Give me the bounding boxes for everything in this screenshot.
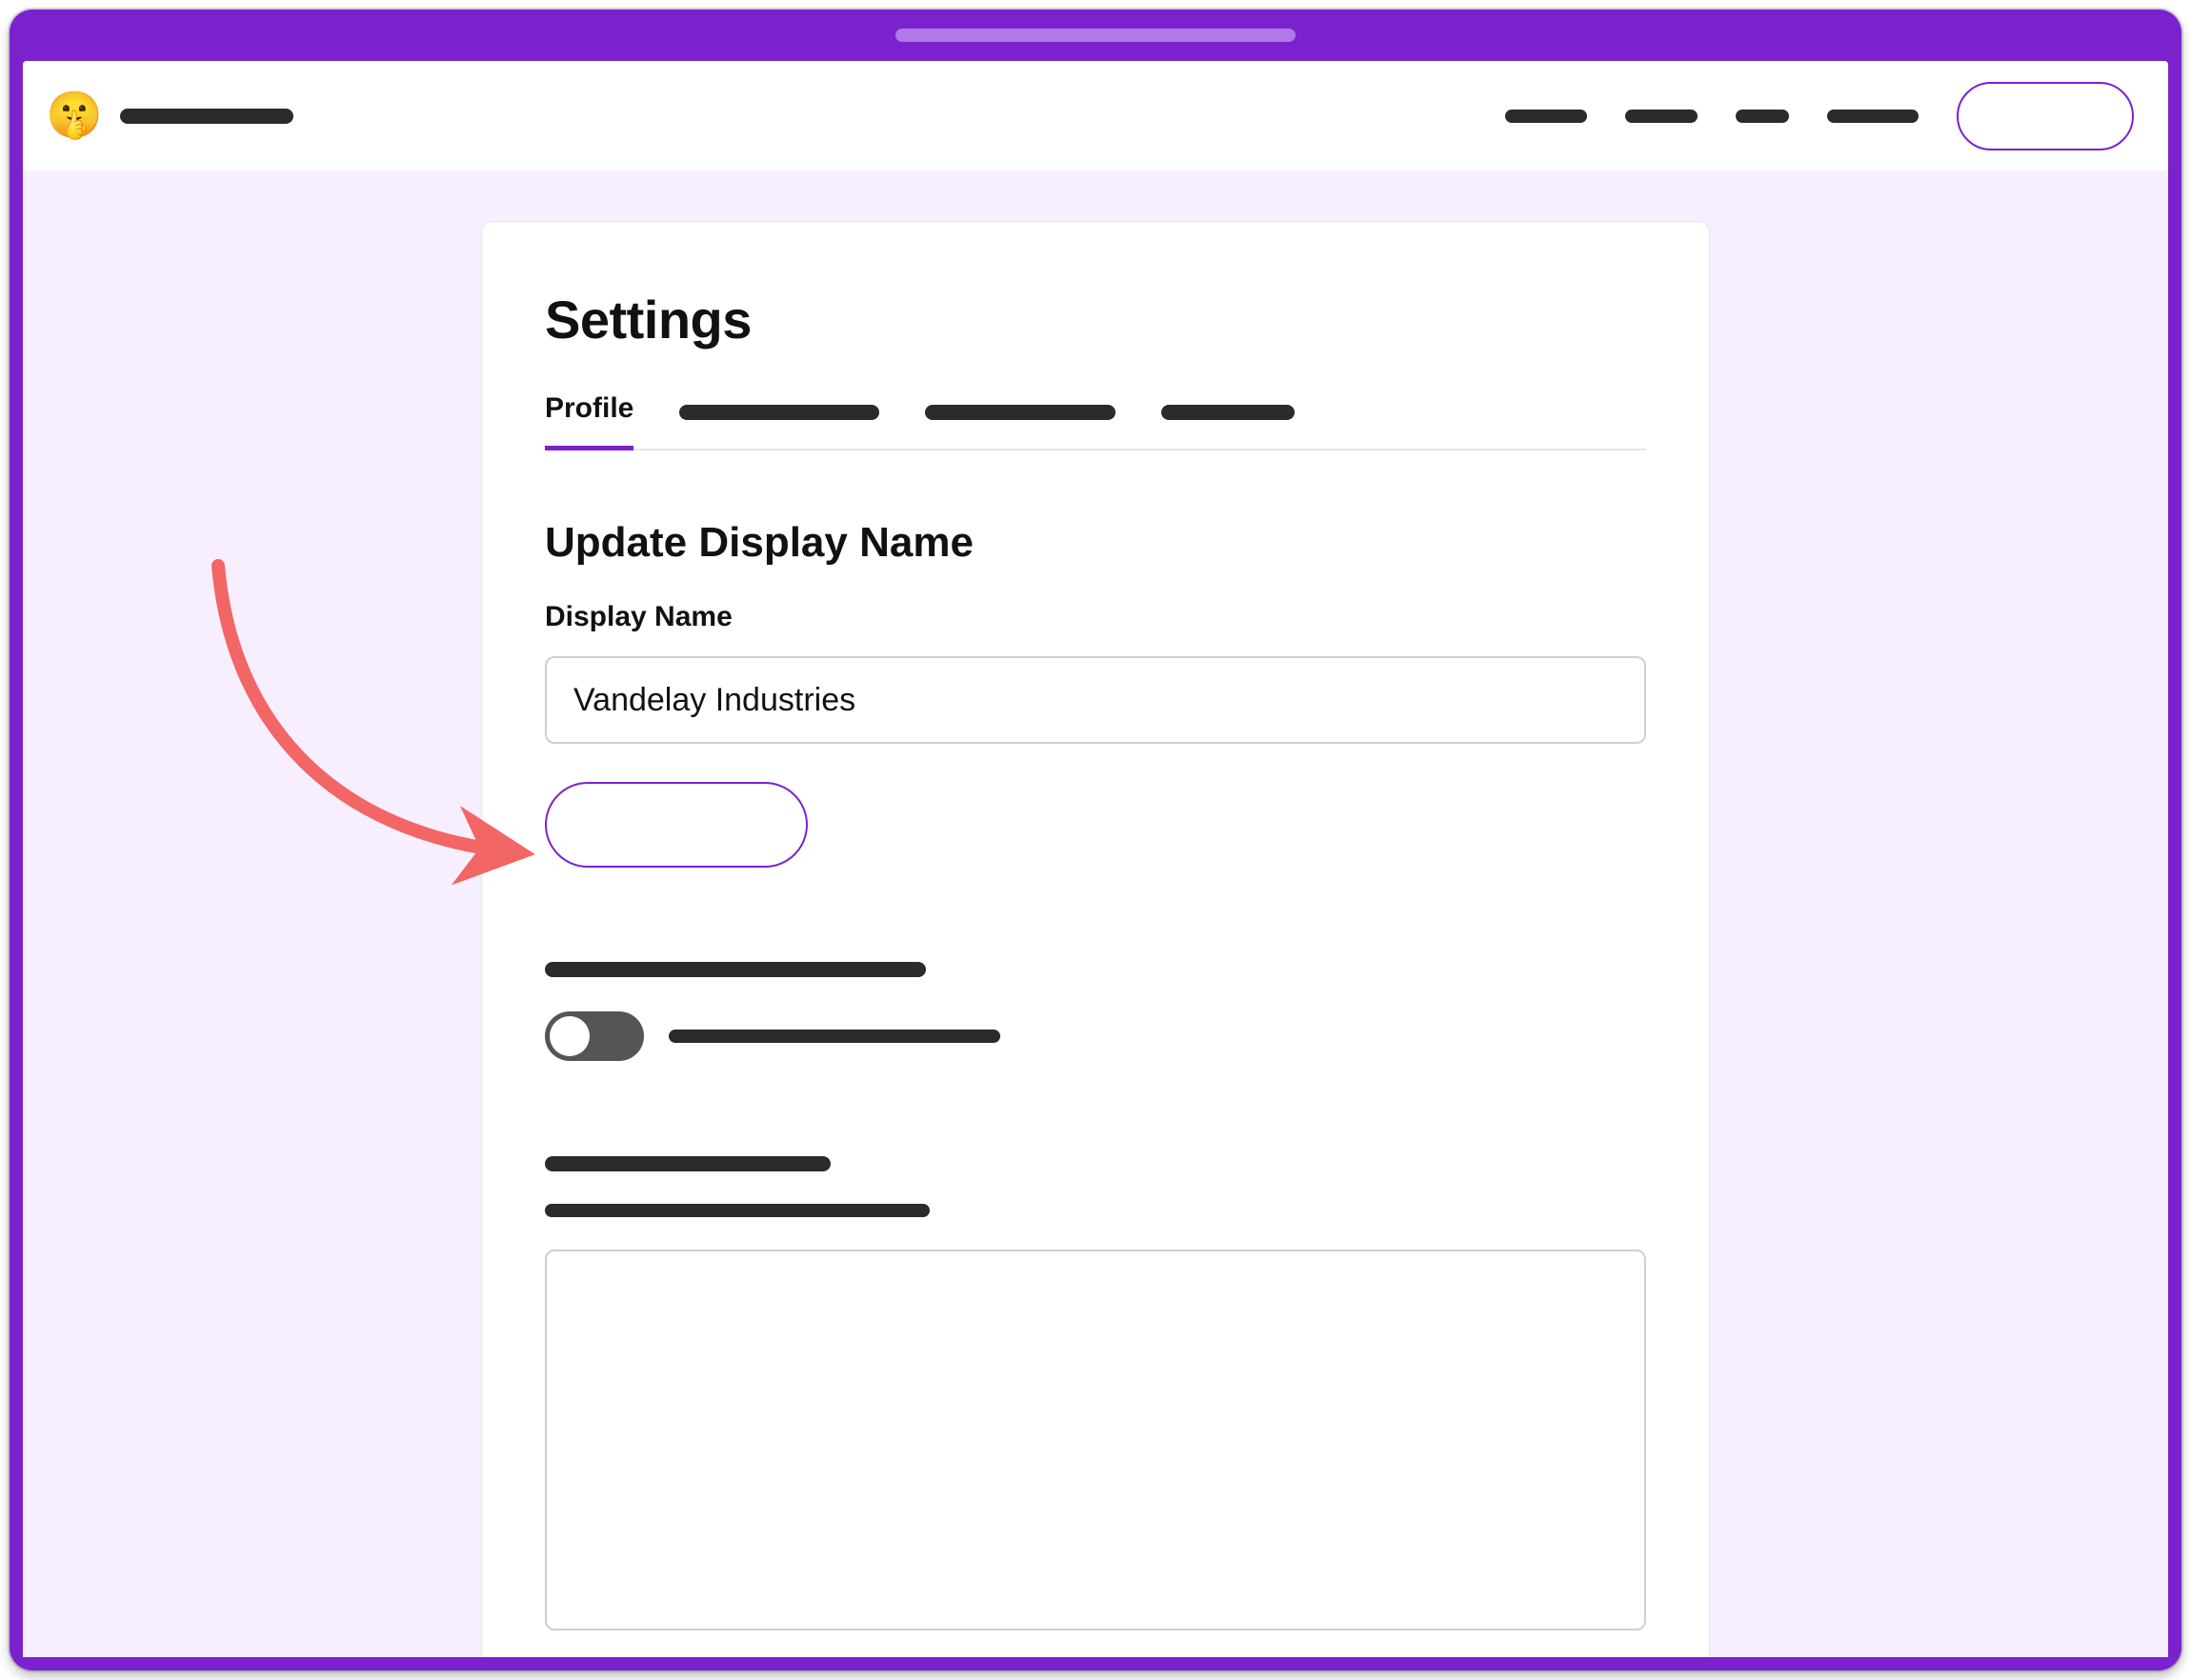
tab-2-skeleton[interactable]	[679, 405, 879, 420]
tab-profile[interactable]: Profile	[545, 392, 633, 450]
nav-link-2[interactable]	[1625, 110, 1698, 123]
content-area: Settings Profile Update Display Name Dis…	[23, 171, 2168, 1657]
toggle-label-skeleton	[669, 1030, 1000, 1043]
brand-name-skeleton	[120, 109, 293, 124]
display-name-label: Display Name	[545, 601, 1646, 633]
textarea-section-sub-skeleton	[545, 1204, 930, 1217]
screen: 🤫 Settings Profile	[23, 61, 2168, 1657]
toggle-switch[interactable]	[545, 1011, 644, 1061]
nav-cta-button[interactable]	[1957, 82, 2134, 150]
device-status-bar	[10, 10, 2181, 61]
nav-link-1[interactable]	[1505, 110, 1587, 123]
nav-link-3[interactable]	[1736, 110, 1789, 123]
page-title: Settings	[545, 289, 1646, 350]
device-frame: 🤫 Settings Profile	[10, 10, 2181, 1670]
display-name-input[interactable]	[545, 656, 1646, 744]
textarea-section-heading-skeleton	[545, 1156, 831, 1171]
display-name-heading: Update Display Name	[545, 519, 1646, 567]
settings-tabs: Profile	[545, 392, 1646, 450]
device-notch-handle	[895, 29, 1296, 42]
top-navbar: 🤫	[23, 61, 2168, 171]
toggle-section	[545, 962, 1646, 1061]
nav-link-4[interactable]	[1827, 110, 1919, 123]
display-name-submit-button[interactable]	[545, 782, 808, 868]
brand[interactable]: 🤫	[46, 93, 293, 139]
textarea-input[interactable]	[545, 1250, 1646, 1630]
textarea-section	[545, 1156, 1646, 1630]
nav-links	[1505, 110, 1919, 123]
toggle-knob	[550, 1016, 590, 1056]
toggle-section-heading-skeleton	[545, 962, 926, 977]
tab-3-skeleton[interactable]	[925, 405, 1116, 420]
brand-emoji-icon: 🤫	[46, 93, 103, 139]
tab-4-skeleton[interactable]	[1161, 405, 1295, 420]
settings-card: Settings Profile Update Display Name Dis…	[481, 221, 1710, 1657]
